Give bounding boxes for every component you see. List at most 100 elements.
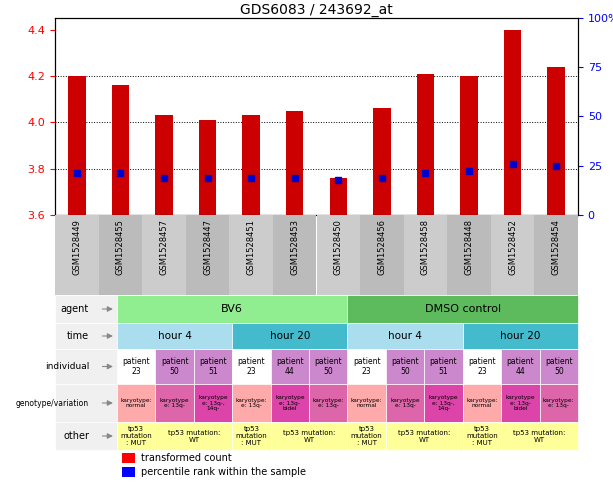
Bar [501,349,539,384]
Bar [535,215,578,295]
Bar [316,215,360,295]
Bar [232,384,271,422]
Bar [501,422,578,450]
Text: agent: agent [61,304,89,314]
Bar [186,215,229,295]
Bar [271,349,309,384]
Text: transformed count: transformed count [140,453,231,463]
Text: patient
50: patient 50 [391,357,419,376]
Text: GSM1528457: GSM1528457 [159,219,169,275]
Bar [122,467,135,477]
Text: tp53
mutation
: MUT: tp53 mutation : MUT [466,426,498,446]
Text: patient
50: patient 50 [545,357,573,376]
Text: patient
44: patient 44 [276,357,303,376]
Text: hour 20: hour 20 [500,331,541,341]
Bar [447,215,491,295]
Bar [112,85,129,215]
Bar [348,422,386,450]
Text: patient
23: patient 23 [468,357,496,376]
Text: genotype/variation: genotype/variation [16,398,89,408]
Title: GDS6083 / 243692_at: GDS6083 / 243692_at [240,3,393,17]
Text: GSM1528450: GSM1528450 [334,219,343,275]
Text: karyotype:
normal: karyotype: normal [466,398,498,409]
Text: karyotype:
normal: karyotype: normal [351,398,383,409]
Bar [463,422,501,450]
Text: GSM1528456: GSM1528456 [378,219,386,275]
Bar [55,422,117,450]
Text: karyotype
e: 13q-,
14q-: karyotype e: 13q-, 14q- [198,395,228,412]
Text: patient
51: patient 51 [430,357,457,376]
Bar [55,295,117,323]
Text: BV6: BV6 [221,304,243,314]
Bar [142,215,186,295]
Text: hour 4: hour 4 [388,331,422,341]
Bar [404,215,447,295]
Text: karyotype
e: 13q-,
14q-: karyotype e: 13q-, 14q- [428,395,459,412]
Bar [547,67,565,215]
Text: tp53
mutation
: MUT: tp53 mutation : MUT [120,426,152,446]
Bar [232,422,271,450]
Text: patient
23: patient 23 [238,357,265,376]
Text: karyotype
e: 13q-
bidel: karyotype e: 13q- bidel [506,395,535,412]
Bar [504,29,521,215]
Bar [348,323,463,349]
Text: tp53 mutation:
WT: tp53 mutation: WT [514,429,566,442]
Bar [424,349,463,384]
Bar [501,384,539,422]
Text: karyotype:
e: 13q-: karyotype: e: 13q- [543,398,574,409]
Bar [309,384,348,422]
Bar [491,215,535,295]
Bar [348,295,578,323]
Bar [156,422,232,450]
Text: percentile rank within the sample: percentile rank within the sample [140,467,305,477]
Bar [286,111,303,215]
Bar [460,76,478,215]
Bar [348,349,386,384]
Bar [539,349,578,384]
Text: patient
50: patient 50 [314,357,342,376]
Text: tp53 mutation:
WT: tp53 mutation: WT [283,429,335,442]
Text: karyotype:
normal: karyotype: normal [120,398,152,409]
Bar [55,384,117,422]
Text: patient
23: patient 23 [353,357,381,376]
Text: tp53 mutation:
WT: tp53 mutation: WT [398,429,451,442]
Bar [242,115,260,215]
Text: patient
44: patient 44 [506,357,534,376]
Text: karyotype:
e: 13q-: karyotype: e: 13q- [235,398,267,409]
Text: GSM1528454: GSM1528454 [552,219,561,275]
Text: GSM1528449: GSM1528449 [72,219,82,275]
Bar [99,215,142,295]
Bar [194,384,232,422]
Bar [348,384,386,422]
Bar [122,453,135,463]
Text: karyotype
e: 13q-
bidel: karyotype e: 13q- bidel [275,395,305,412]
Bar [309,349,348,384]
Bar [417,73,434,215]
Text: GSM1528458: GSM1528458 [421,219,430,275]
Bar [463,384,501,422]
Text: patient
23: patient 23 [123,357,150,376]
Bar [155,115,173,215]
Bar [386,384,424,422]
Text: tp53 mutation:
WT: tp53 mutation: WT [167,429,220,442]
Bar [68,76,85,215]
Text: hour 20: hour 20 [270,331,310,341]
Text: patient
50: patient 50 [161,357,188,376]
Bar [117,323,232,349]
Bar [330,178,347,215]
Bar [117,295,348,323]
Text: karyotype
e: 13q-: karyotype e: 13q- [160,398,189,409]
Bar [55,323,117,349]
Bar [360,215,404,295]
Bar [232,323,348,349]
Bar [463,349,501,384]
Text: DMSO control: DMSO control [425,304,501,314]
Bar [271,422,348,450]
Bar [194,349,232,384]
Text: other: other [63,431,89,441]
Text: hour 4: hour 4 [158,331,191,341]
Text: GSM1528451: GSM1528451 [246,219,256,275]
Text: tp53
mutation
: MUT: tp53 mutation : MUT [235,426,267,446]
Text: GSM1528447: GSM1528447 [203,219,212,275]
Text: GSM1528448: GSM1528448 [465,219,473,275]
